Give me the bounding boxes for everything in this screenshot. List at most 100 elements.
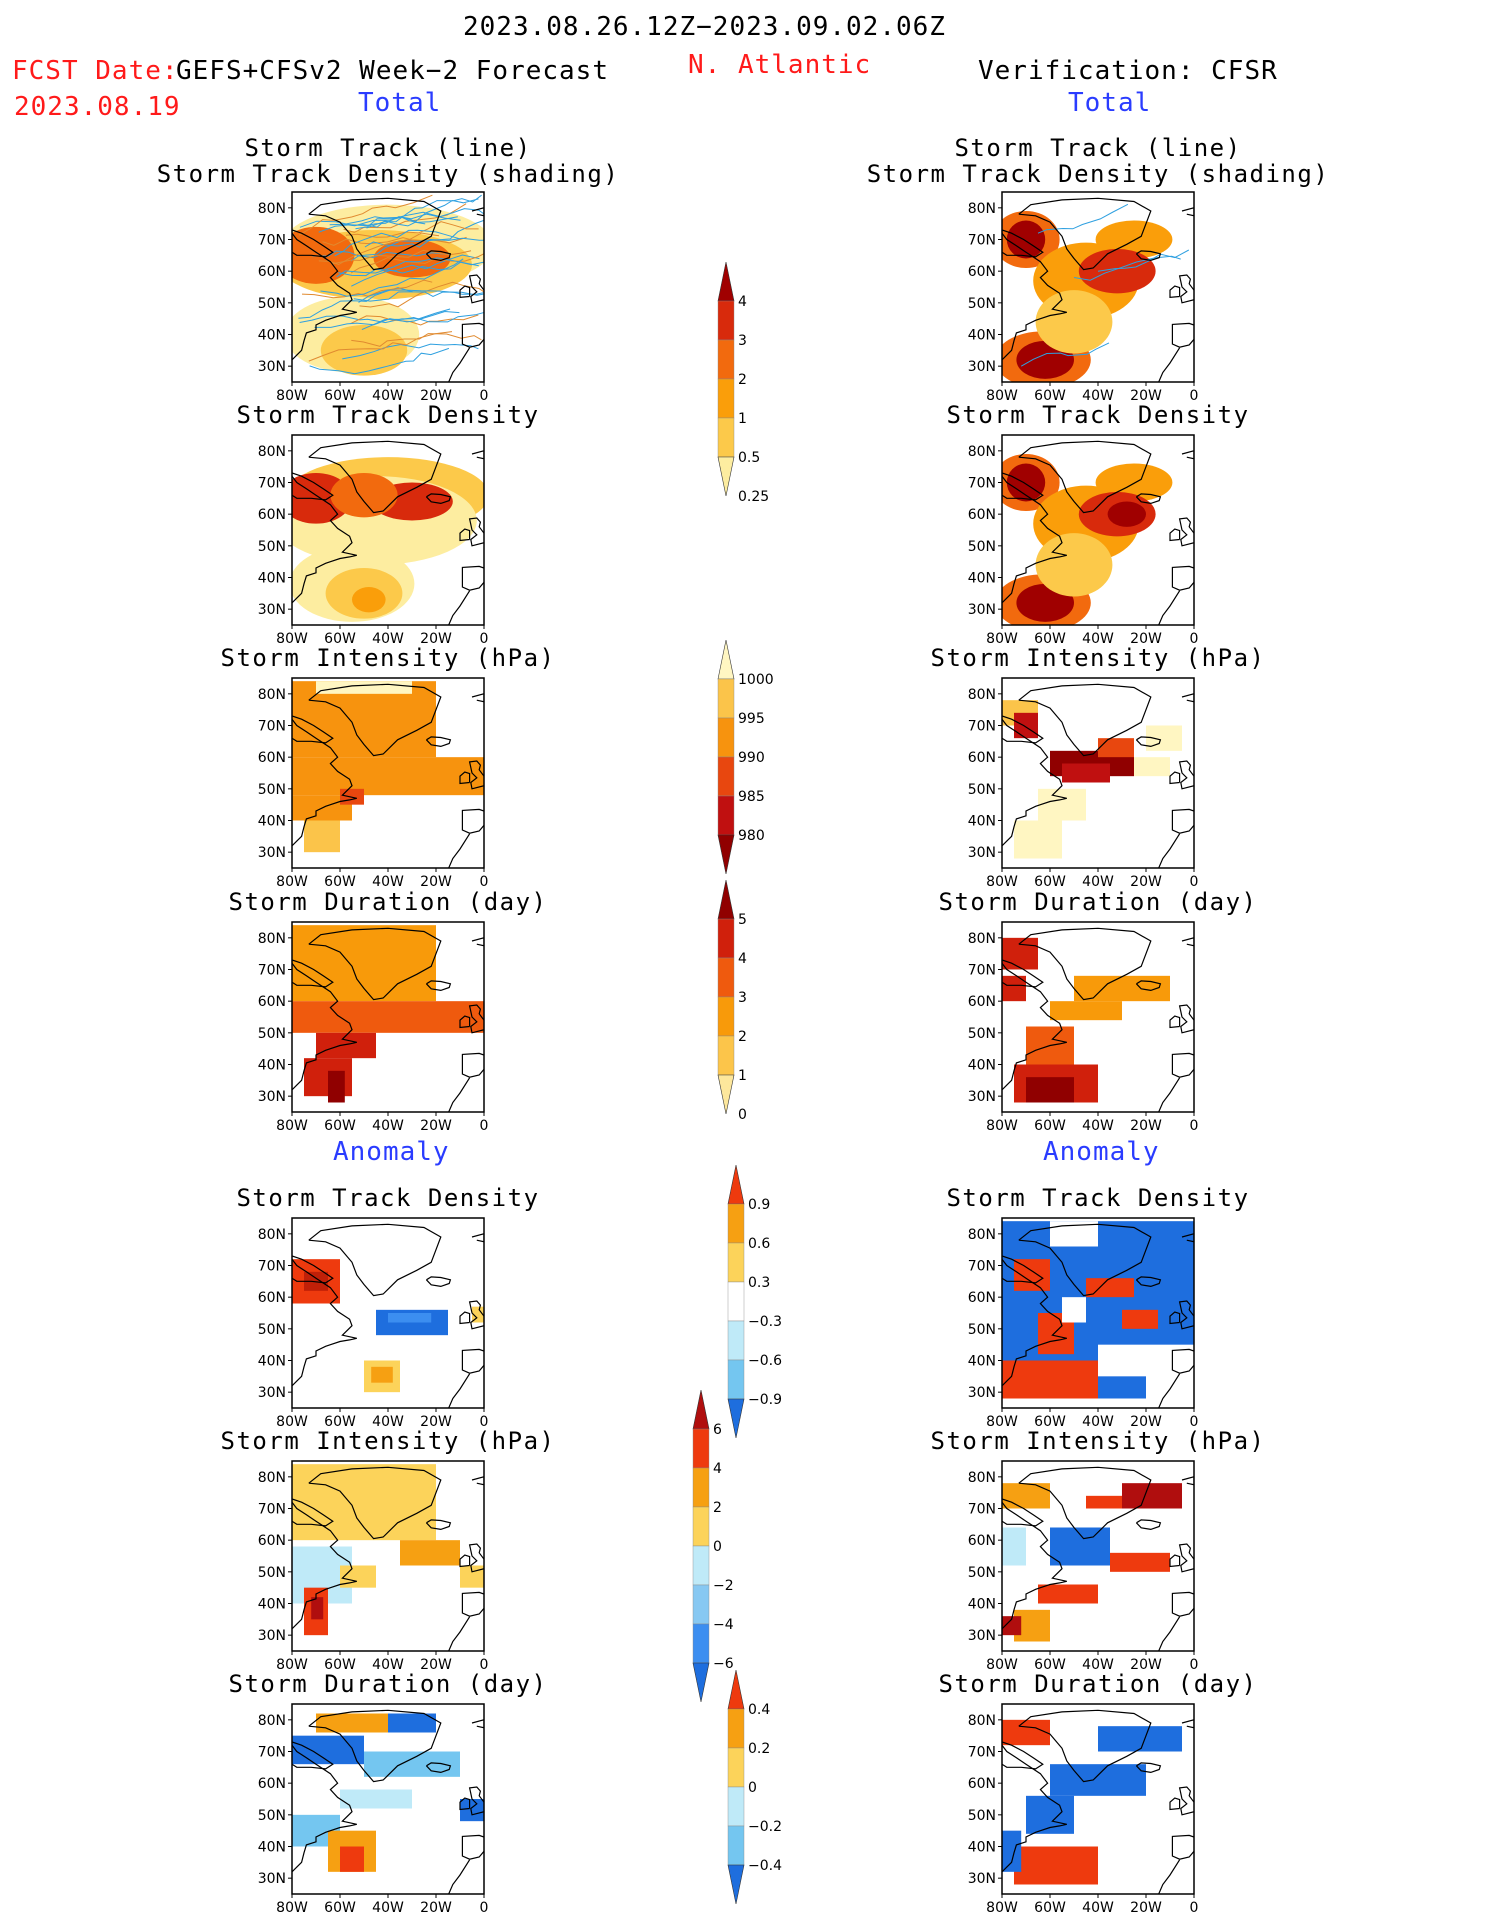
coastline — [1135, 1276, 1162, 1288]
coastline — [292, 1258, 357, 1387]
lon-tick-label: 80W — [986, 1118, 1018, 1134]
shaded-cell — [316, 681, 412, 694]
coastline — [1158, 590, 1181, 625]
coastline — [292, 472, 334, 501]
lon-tick-label: 60W — [324, 1900, 356, 1916]
coastline — [1002, 1258, 1067, 1387]
lat-tick-label: 70N — [258, 719, 286, 735]
lat-tick-label: 60N — [258, 264, 286, 280]
shaded-cell — [1110, 1552, 1170, 1572]
storm-track-line — [334, 229, 460, 257]
colorbar-cell — [692, 1545, 710, 1586]
lat-tick-label: 50N — [258, 296, 286, 312]
storm-track-line — [361, 311, 484, 331]
coastline — [308, 1709, 442, 1783]
coastline — [292, 959, 334, 988]
colorbar-cell — [727, 1398, 745, 1439]
lat-tick-label: 80N — [968, 444, 996, 460]
colorbar-cell — [717, 1074, 735, 1115]
model-name: GEFS+CFSv2 Week−2 Forecast — [176, 56, 609, 86]
shaded-cell — [1002, 1527, 1026, 1566]
coastline — [1178, 1786, 1194, 1816]
lat-tick-label: 40N — [258, 1354, 286, 1370]
colorbar-label: 0 — [713, 1539, 722, 1555]
lat-tick-label: 70N — [968, 1502, 996, 1518]
colorbar-label: 1 — [738, 1068, 747, 1084]
coastline — [461, 1591, 484, 1617]
coastline — [1181, 1233, 1194, 1243]
shaded-cell — [388, 1713, 436, 1733]
lat-tick-label: 30N — [968, 1628, 996, 1644]
colorbar-label: 0.5 — [738, 450, 760, 466]
lat-tick-label: 70N — [968, 1259, 996, 1275]
storm-track-line — [299, 220, 426, 228]
coastline — [292, 1744, 357, 1873]
colorbar-label: −0.6 — [748, 1353, 782, 1369]
lat-tick-label: 70N — [968, 963, 996, 979]
shaded-area — [1035, 533, 1113, 597]
lat-tick-label: 60N — [258, 1533, 286, 1549]
shaded-cell — [1050, 1527, 1110, 1566]
storm-track-line — [312, 250, 451, 259]
colorbar-cell — [717, 261, 735, 302]
panel-title: Storm Track (line) — [954, 134, 1242, 162]
lon-tick-label: 80W — [276, 874, 308, 890]
colorbar-cell — [692, 1506, 710, 1547]
coastline — [471, 693, 484, 703]
colorbar-cell — [727, 1164, 745, 1205]
coastline — [448, 833, 471, 868]
lat-tick-label: 30N — [258, 1089, 286, 1105]
coastline — [468, 274, 484, 304]
right-panel-intensity: 80N 70N 60N 50N 40N 30N 80W 60W 40W 20W 0 — [968, 677, 1198, 890]
lat-tick-label: 80N — [258, 687, 286, 703]
coastline — [1178, 760, 1194, 790]
coastline — [459, 285, 471, 299]
coastline — [448, 1859, 471, 1894]
lat-tick-label: 60N — [968, 1290, 996, 1306]
shaded-cell — [1002, 1360, 1098, 1399]
colorbar-cell — [727, 1281, 745, 1322]
coastline — [1002, 475, 1067, 604]
colorbar-label: 0.4 — [748, 1702, 770, 1718]
lon-tick-label: 20W — [420, 1414, 452, 1430]
lat-tick-label: 70N — [258, 476, 286, 492]
coastline — [1178, 1300, 1194, 1330]
coastline — [308, 1466, 442, 1540]
coastline — [1169, 771, 1181, 785]
shaded-cell — [340, 1565, 376, 1588]
lon-tick-label: 60W — [1034, 1657, 1066, 1673]
storm-track-line — [366, 194, 482, 229]
storm-track-line — [332, 249, 472, 265]
left-total-label: Total — [358, 88, 442, 118]
lon-tick-label: 20W — [1130, 388, 1162, 404]
coastline — [1018, 1466, 1152, 1540]
lon-tick-label: 20W — [420, 388, 452, 404]
lat-tick-label: 40N — [968, 1840, 996, 1856]
left-anomaly-label: Anomaly — [333, 1137, 450, 1167]
coastline — [1018, 1709, 1152, 1783]
coastline — [1018, 683, 1152, 757]
storm-track-line — [314, 310, 460, 328]
colorbar-cell — [717, 456, 735, 497]
lon-tick-label: 80W — [986, 388, 1018, 404]
coastline — [1002, 229, 1044, 258]
lon-tick-label: 60W — [324, 874, 356, 890]
lat-tick-label: 40N — [968, 571, 996, 587]
lon-tick-label: 20W — [1130, 631, 1162, 647]
shaded-cell — [371, 1366, 393, 1383]
coastline — [471, 1233, 484, 1243]
lon-tick-label: 20W — [1130, 1118, 1162, 1134]
lon-tick-label: 0 — [1190, 1900, 1199, 1916]
coastline — [461, 1052, 484, 1078]
storm-track-line — [338, 254, 480, 277]
lon-tick-label: 40W — [372, 631, 404, 647]
coastline — [1002, 1744, 1067, 1873]
lat-tick-label: 40N — [258, 571, 286, 587]
colorbar-label: 4 — [738, 294, 747, 310]
coastline — [471, 1476, 484, 1486]
coastline — [461, 808, 484, 834]
lat-tick-label: 30N — [258, 845, 286, 861]
lon-tick-label: 20W — [1130, 1900, 1162, 1916]
lat-tick-label: 30N — [968, 602, 996, 618]
shaded-area — [330, 473, 398, 518]
